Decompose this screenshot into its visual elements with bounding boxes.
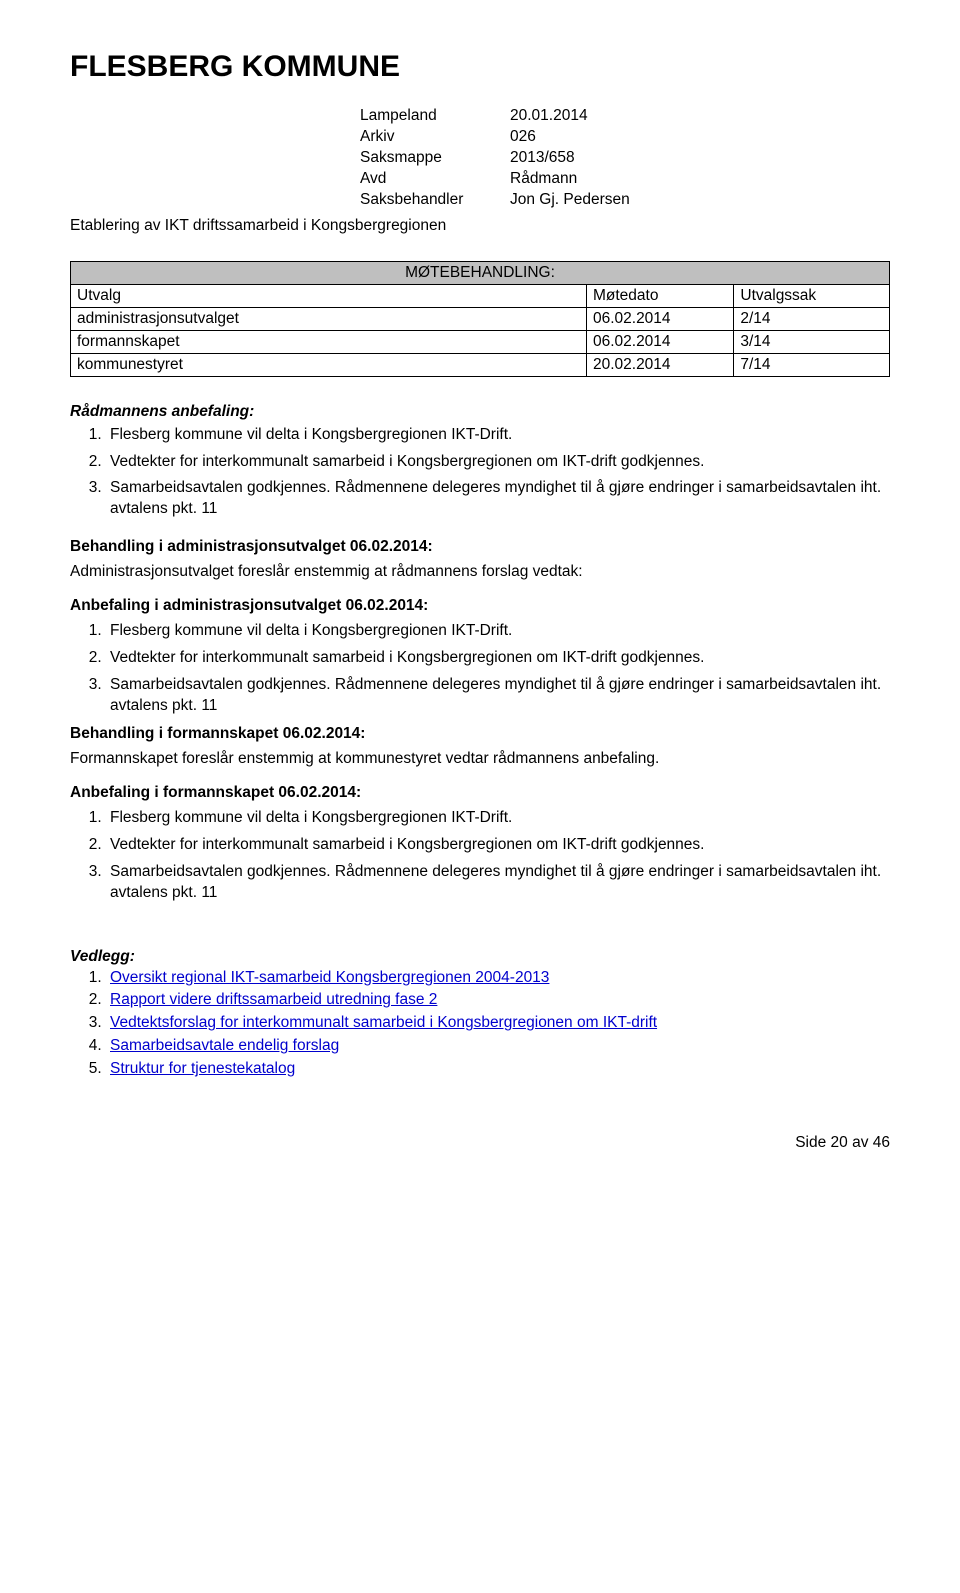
mote-col-utvalgssak: Utvalgssak <box>734 284 890 307</box>
list-item: Flesberg kommune vil delta i Kongsbergre… <box>106 425 890 446</box>
meta-value: 026 <box>510 127 536 148</box>
org-title: FLESBERG KOMMUNE <box>70 50 890 84</box>
anbefaling-form-head: Anbefaling i formannskapet 06.02.2014: <box>70 784 890 802</box>
cell: 3/14 <box>734 330 890 353</box>
table-row: formannskapet 06.02.2014 3/14 <box>71 330 890 353</box>
meta-value: Jon Gj. Pedersen <box>510 190 630 211</box>
cell: 7/14 <box>734 353 890 376</box>
anbefaling-heading: Rådmannens anbefaling: <box>70 403 890 421</box>
mote-table-heading: MØTEBEHANDLING: <box>71 261 890 284</box>
vedlegg-link[interactable]: Samarbeidsavtale endelig forslag <box>110 1037 339 1054</box>
cell: formannskapet <box>71 330 587 353</box>
mote-table: MØTEBEHANDLING: Utvalg Møtedato Utvalgss… <box>70 261 890 377</box>
list-item: Flesberg kommune vil delta i Kongsbergre… <box>106 808 890 829</box>
anbefaling-admin-list: Flesberg kommune vil delta i Kongsbergre… <box>70 621 890 717</box>
meta-value: 2013/658 <box>510 148 575 169</box>
meta-row: AvdRådmann <box>360 169 890 190</box>
behandling-form-head: Behandling i formannskapet 06.02.2014: <box>70 725 890 743</box>
table-row: administrasjonsutvalget 06.02.2014 2/14 <box>71 307 890 330</box>
cell: 2/14 <box>734 307 890 330</box>
cell: kommunestyret <box>71 353 587 376</box>
vedlegg-link[interactable]: Oversikt regional IKT-samarbeid Kongsber… <box>110 969 549 986</box>
page-footer: Side 20 av 46 <box>70 1134 890 1152</box>
vedlegg-heading: Vedlegg: <box>70 948 890 966</box>
behandling-admin-text: Administrasjonsutvalget foreslår enstemm… <box>70 562 890 583</box>
meta-row: Saksmappe2013/658 <box>360 148 890 169</box>
vedlegg-list: Oversikt regional IKT-samarbeid Kongsber… <box>70 968 890 1081</box>
meta-label: Avd <box>360 169 510 190</box>
meta-value: Rådmann <box>510 169 577 190</box>
behandling-form-text: Formannskapet foreslår enstemmig at komm… <box>70 749 890 770</box>
mote-col-utvalg: Utvalg <box>71 284 587 307</box>
list-item: Samarbeidsavtalen godkjennes. Rådmennene… <box>106 675 890 717</box>
vedlegg-link[interactable]: Struktur for tjenestekatalog <box>110 1060 295 1077</box>
vedlegg-item: Rapport videre driftssamarbeid utredning… <box>106 990 890 1011</box>
table-row: kommunestyret 20.02.2014 7/14 <box>71 353 890 376</box>
document-page: FLESBERG KOMMUNE Lampeland20.01.2014 Ark… <box>0 0 960 1192</box>
cell: administrasjonsutvalget <box>71 307 587 330</box>
list-item: Vedtekter for interkommunalt samarbeid i… <box>106 648 890 669</box>
subject-line: Etablering av IKT driftssamarbeid i Kong… <box>70 217 890 235</box>
anbefaling-list: Flesberg kommune vil delta i Kongsbergre… <box>70 425 890 521</box>
meta-label: Arkiv <box>360 127 510 148</box>
vedlegg-item: Struktur for tjenestekatalog <box>106 1059 890 1080</box>
meta-block: Lampeland20.01.2014 Arkiv026 Saksmappe20… <box>360 106 890 211</box>
anbefaling-admin-head: Anbefaling i administrasjonsutvalget 06.… <box>70 597 890 615</box>
meta-label: Saksmappe <box>360 148 510 169</box>
vedlegg-item: Samarbeidsavtale endelig forslag <box>106 1036 890 1057</box>
cell: 06.02.2014 <box>586 330 733 353</box>
vedlegg-item: Vedtektsforslag for interkommunalt samar… <box>106 1013 890 1034</box>
meta-row: SaksbehandlerJon Gj. Pedersen <box>360 190 890 211</box>
anbefaling-form-list: Flesberg kommune vil delta i Kongsbergre… <box>70 808 890 904</box>
meta-row: Lampeland20.01.2014 <box>360 106 890 127</box>
behandling-admin-head: Behandling i administrasjonsutvalget 06.… <box>70 538 890 556</box>
list-item: Flesberg kommune vil delta i Kongsbergre… <box>106 621 890 642</box>
list-item: Samarbeidsavtalen godkjennes. Rådmennene… <box>106 478 890 520</box>
meta-value: 20.01.2014 <box>510 106 588 127</box>
cell: 20.02.2014 <box>586 353 733 376</box>
vedlegg-item: Oversikt regional IKT-samarbeid Kongsber… <box>106 968 890 989</box>
vedlegg-link[interactable]: Vedtektsforslag for interkommunalt samar… <box>110 1014 657 1031</box>
mote-col-motedato: Møtedato <box>586 284 733 307</box>
list-item: Samarbeidsavtalen godkjennes. Rådmennene… <box>106 862 890 904</box>
meta-row: Arkiv026 <box>360 127 890 148</box>
meta-label: Lampeland <box>360 106 510 127</box>
mote-table-heading-row: MØTEBEHANDLING: <box>71 261 890 284</box>
meta-label: Saksbehandler <box>360 190 510 211</box>
list-item: Vedtekter for interkommunalt samarbeid i… <box>106 452 890 473</box>
cell: 06.02.2014 <box>586 307 733 330</box>
list-item: Vedtekter for interkommunalt samarbeid i… <box>106 835 890 856</box>
vedlegg-link[interactable]: Rapport videre driftssamarbeid utredning… <box>110 991 437 1008</box>
mote-table-column-row: Utvalg Møtedato Utvalgssak <box>71 284 890 307</box>
